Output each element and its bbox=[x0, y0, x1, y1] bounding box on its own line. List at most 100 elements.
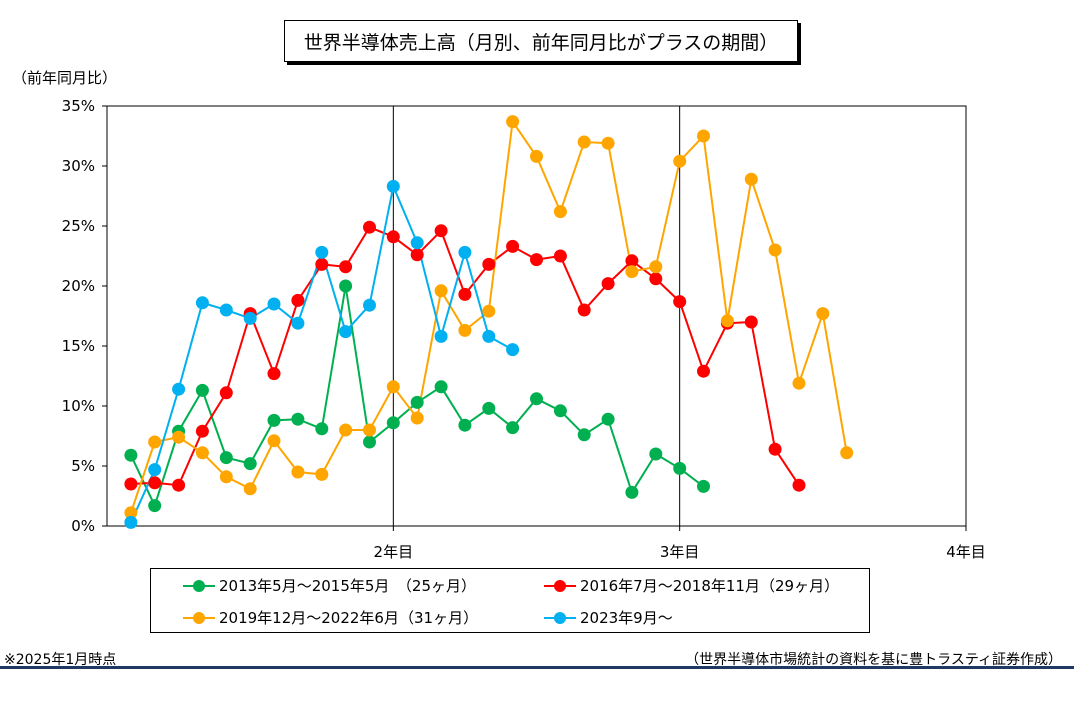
series-3-point bbox=[267, 434, 281, 448]
series-3-point bbox=[482, 304, 496, 318]
series-2-point bbox=[744, 315, 758, 329]
series-1-point bbox=[434, 380, 448, 394]
series-4-point bbox=[172, 382, 186, 396]
series-2-point bbox=[434, 224, 448, 238]
series-2-point bbox=[410, 248, 424, 262]
series-1-point bbox=[124, 448, 138, 462]
series-4-point bbox=[267, 297, 281, 311]
series-2-point bbox=[697, 364, 710, 378]
chart-legend: 2013年5月～2015年5月 （25ヶ月） 2016年7月～2018年11月（2… bbox=[150, 568, 870, 633]
y-tick-label: 10% bbox=[62, 397, 95, 415]
series-4-point bbox=[219, 303, 233, 317]
legend-swatch-dot bbox=[193, 611, 205, 624]
series-3-point bbox=[744, 172, 758, 186]
x-tick-label: 4年目 bbox=[946, 543, 986, 560]
series-1-point bbox=[315, 422, 329, 436]
series-3-point bbox=[768, 243, 782, 257]
series-1-point bbox=[243, 457, 257, 471]
series-3-point bbox=[148, 435, 162, 449]
series-1-point bbox=[482, 401, 496, 415]
series-3-point bbox=[673, 154, 687, 168]
legend-label: 2023年9月～ bbox=[580, 609, 673, 627]
source-note: （世界半導体市場統計の資料を基に豊トラスティ証券作成） bbox=[685, 652, 1062, 668]
series-1-point bbox=[339, 279, 353, 293]
series-2-point bbox=[649, 272, 663, 286]
series-1-point bbox=[267, 413, 281, 427]
series-4-point bbox=[363, 298, 376, 312]
y-tick-label: 20% bbox=[62, 277, 95, 295]
series-4-point bbox=[315, 245, 329, 259]
legend-swatch bbox=[544, 579, 576, 592]
y-tick-label: 5% bbox=[71, 457, 95, 475]
legend-swatch bbox=[183, 611, 215, 624]
series-3-point bbox=[792, 376, 806, 390]
series-2-point bbox=[673, 295, 687, 309]
series-1-point bbox=[386, 416, 400, 430]
legend-item: 2016年7月～2018年11月（29ヶ月） bbox=[544, 575, 839, 596]
series-3-point bbox=[601, 136, 615, 150]
series-2-point bbox=[530, 253, 543, 267]
series-2-point bbox=[291, 293, 305, 307]
chart-plot: （前年同月比） 0% 5% 10% 15% 20% 25% 30% 35% 2年目 3年目 4年目 bbox=[12, 69, 986, 560]
series-1-point bbox=[195, 383, 209, 397]
series-4-point bbox=[506, 343, 520, 357]
series-1-point bbox=[291, 412, 305, 426]
series-2-point bbox=[792, 478, 806, 492]
y-tick-label: 0% bbox=[71, 517, 95, 535]
series-4-point bbox=[291, 316, 305, 330]
series-3-point bbox=[553, 205, 567, 219]
footnote: ※2025年1月時点 bbox=[4, 652, 117, 668]
series-3-point bbox=[434, 284, 448, 298]
bottom-divider bbox=[0, 666, 1074, 669]
series-4-point bbox=[243, 311, 257, 325]
series-3-point bbox=[649, 260, 663, 274]
series-2-point bbox=[267, 367, 281, 381]
legend-label: 2013年5月～2015年5月 （25ヶ月） bbox=[219, 577, 477, 595]
series-4-point bbox=[410, 236, 424, 250]
legend-label: 2016年7月～2018年11月（29ヶ月） bbox=[580, 577, 840, 595]
series-2-point bbox=[625, 254, 639, 268]
series-1-point bbox=[673, 461, 687, 475]
series-3-point bbox=[363, 423, 376, 437]
legend-swatch-dot bbox=[193, 579, 205, 592]
legend-item: 2019年12月～2022年6月（31ヶ月） bbox=[183, 607, 478, 628]
series-2-point bbox=[339, 260, 353, 274]
series-1-point bbox=[649, 447, 663, 461]
y-tick-label: 15% bbox=[62, 337, 95, 355]
series-2-point bbox=[172, 478, 186, 492]
y-tick-label: 25% bbox=[62, 217, 95, 235]
series-1-point bbox=[148, 499, 162, 513]
legend-swatch-dot bbox=[554, 611, 566, 624]
legend-item: 2013年5月～2015年5月 （25ヶ月） bbox=[183, 575, 476, 596]
series-3-point bbox=[720, 314, 734, 328]
series-3-point bbox=[625, 265, 639, 279]
y-tick-label: 35% bbox=[62, 97, 95, 115]
series-4-point bbox=[386, 179, 400, 193]
series-2-point bbox=[219, 386, 233, 400]
legend-label: 2019年12月～2022年6月（31ヶ月） bbox=[219, 609, 479, 627]
series-3-point bbox=[219, 470, 233, 484]
series-2-point bbox=[315, 257, 329, 271]
series-2-point bbox=[458, 287, 472, 301]
series-3-point bbox=[124, 506, 138, 520]
series-line-1 bbox=[129, 285, 705, 509]
series-3-point bbox=[410, 411, 424, 425]
series-4-point bbox=[434, 329, 448, 343]
series-1-point bbox=[506, 421, 520, 435]
series-3-point bbox=[458, 323, 472, 337]
series-1-point bbox=[601, 412, 615, 426]
series-1-point bbox=[219, 451, 233, 465]
y-axis-label: （前年同月比） bbox=[12, 69, 117, 87]
chart-title: 世界半導体売上高（月別、前年同月比がプラスの期間） bbox=[284, 20, 798, 62]
series-3-point bbox=[577, 135, 591, 149]
series-1-point bbox=[410, 395, 424, 409]
x-tick-label: 3年目 bbox=[660, 543, 700, 560]
series-4-point bbox=[124, 515, 138, 529]
series-1-point bbox=[363, 435, 376, 449]
legend-item: 2023年9月～ bbox=[544, 607, 673, 628]
series-3-point bbox=[386, 380, 400, 394]
series-1-point bbox=[458, 418, 472, 432]
series-2-point bbox=[506, 239, 520, 253]
series-1-point bbox=[553, 404, 567, 418]
series-2-point bbox=[601, 277, 615, 291]
